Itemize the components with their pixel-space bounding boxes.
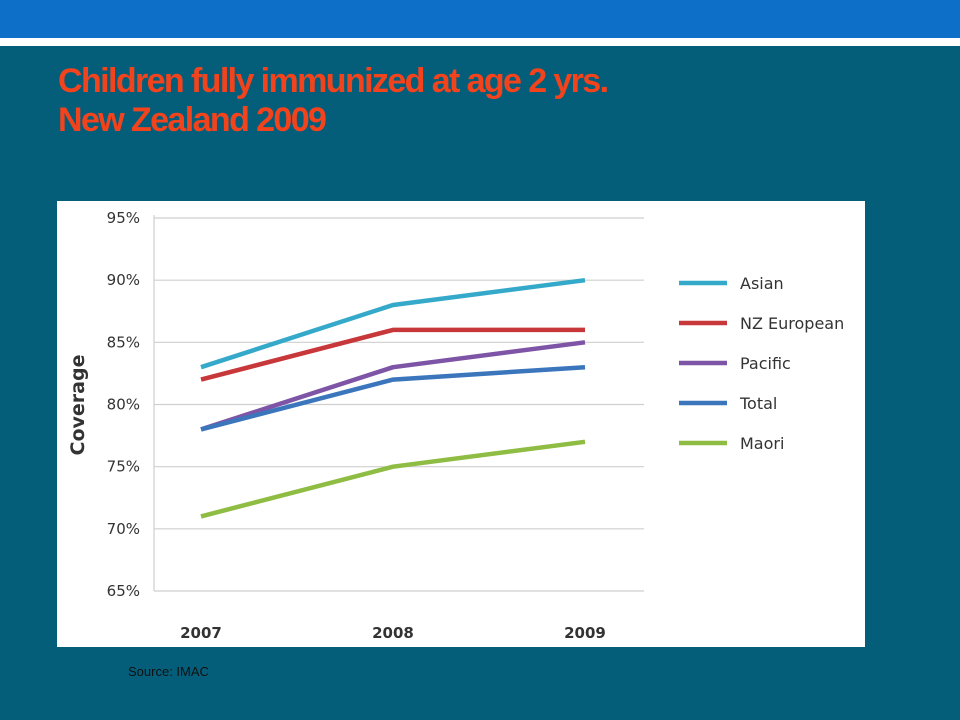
series-line-asian xyxy=(200,277,586,370)
x-tick-label: 2007 xyxy=(180,624,222,642)
y-tick-label: 80% xyxy=(107,396,140,414)
x-tick-label: 2008 xyxy=(372,624,414,642)
legend-label-asian: Asian xyxy=(740,274,784,293)
legend-label-maori: Maori xyxy=(740,434,784,453)
y-tick-label: 75% xyxy=(107,458,140,476)
slide-title-line-1: Children fully immunized at age 2 yrs. xyxy=(58,62,609,100)
legend-label-total: Total xyxy=(739,394,777,413)
y-axis-title: Coverage xyxy=(67,355,89,456)
series-line-nz-european xyxy=(200,327,585,382)
series-line-total xyxy=(200,364,586,432)
series-line-maori xyxy=(200,439,586,519)
y-tick-label: 65% xyxy=(107,582,140,600)
banner-divider xyxy=(0,38,960,46)
slide-title-line-2: New Zealand 2009 xyxy=(58,100,327,139)
legend-label-nz-european: NZ European xyxy=(740,314,844,333)
y-tick-label: 95% xyxy=(107,209,140,227)
top-banner xyxy=(0,0,960,38)
legend-label-pacific: Pacific xyxy=(740,354,791,373)
line-chart: 95% 90% 85% 80% 75% 70% 65% Coverage 2007 2008 200… xyxy=(67,209,844,642)
y-tick-label: 90% xyxy=(107,271,140,289)
chart-panel: 95% 90% 85% 80% 75% 70% 65% Coverage 2007 2008 200… xyxy=(57,201,865,647)
y-tick-label: 85% xyxy=(107,333,140,351)
slide-title: Children fully immunized at age 2 yrs. N… xyxy=(58,62,609,140)
x-tick-label: 2009 xyxy=(564,624,606,642)
y-tick-label: 70% xyxy=(107,520,140,538)
source-note: Source: IMAC xyxy=(128,664,209,679)
series-line-pacific xyxy=(200,340,586,432)
